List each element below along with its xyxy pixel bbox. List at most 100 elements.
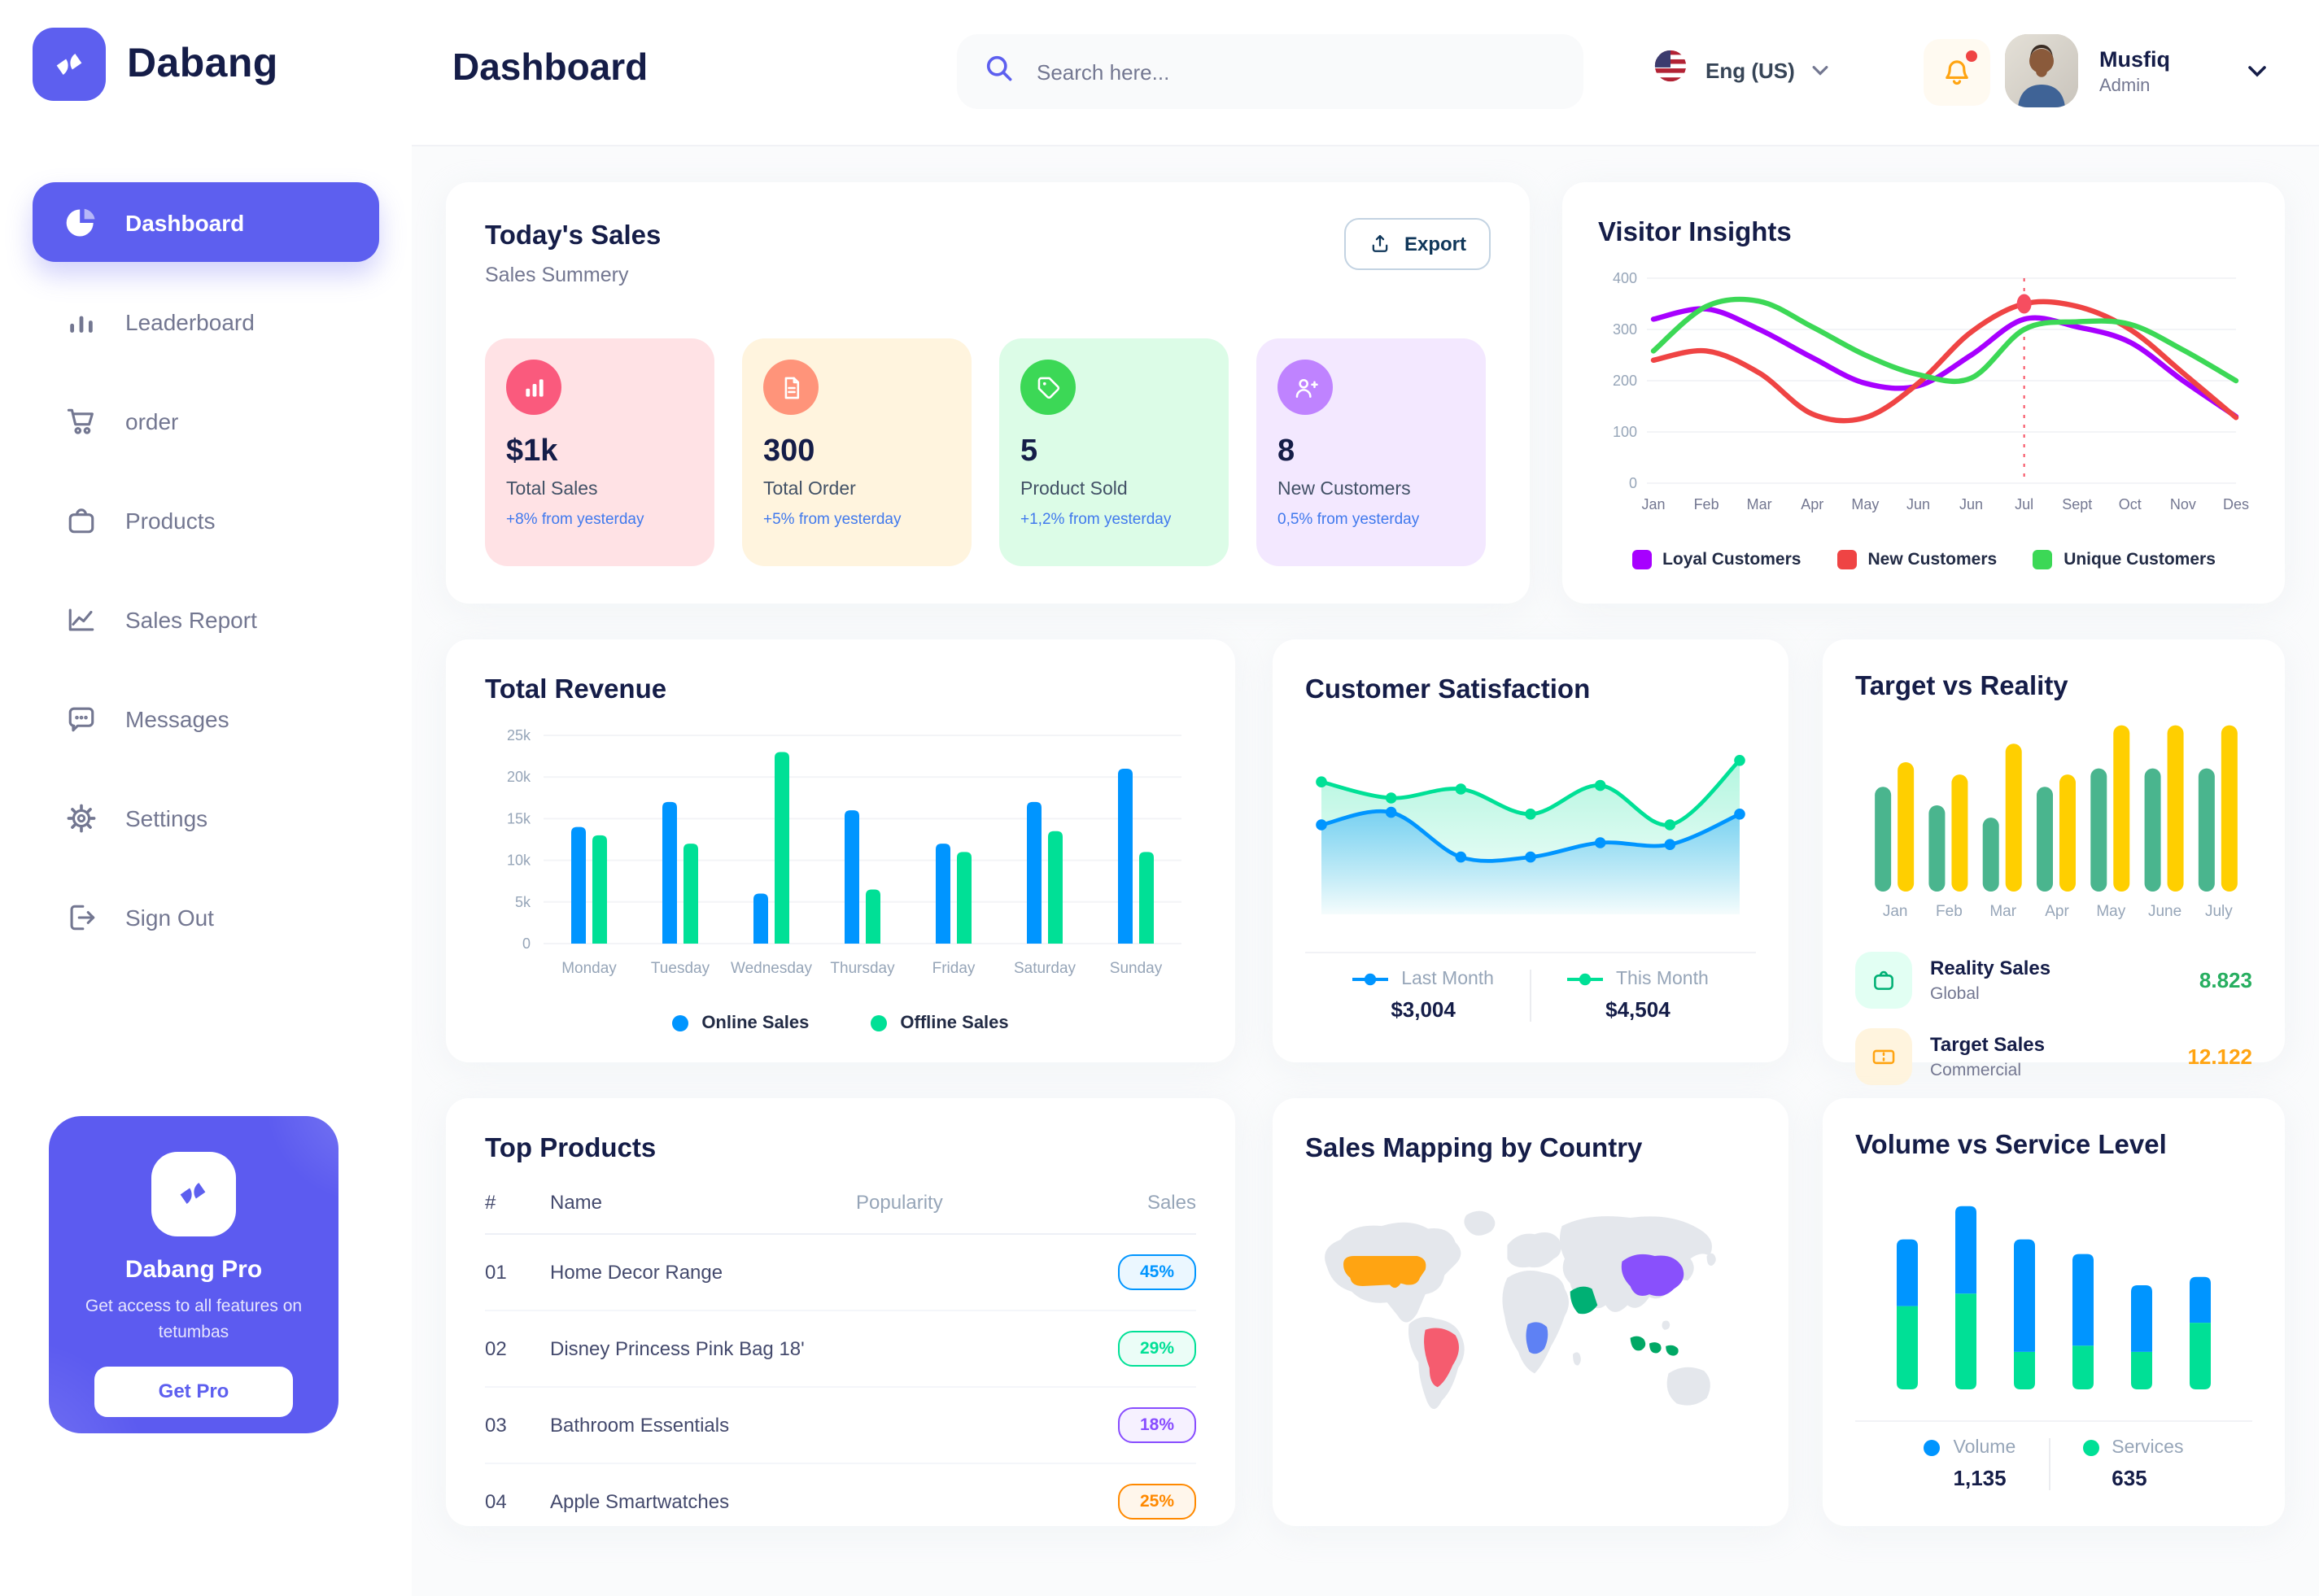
sidebar-item-products[interactable]: Products	[33, 480, 379, 560]
visitor-insights-chart: 0 100 200 300 400 Jan Feb Mar Apr May Jun Jun Jul Sep…	[1598, 259, 2249, 540]
table-row: 02 Disney Princess Pink Bag 18' 29%	[485, 1311, 1196, 1388]
sign-out-icon	[62, 898, 99, 935]
sidebar-item-label: Sales Report	[125, 606, 257, 632]
bag-icon	[62, 501, 99, 539]
legend-swatch	[1631, 550, 1652, 569]
stat-label: New Customers	[1277, 480, 1411, 499]
sales-badge: 29%	[1118, 1331, 1196, 1367]
visitor-insights-title: Visitor Insights	[1598, 218, 1792, 247]
sales-map-title: Sales Mapping by Country	[1305, 1134, 1643, 1163]
world-map	[1305, 1184, 1756, 1464]
svg-text:Tuesday: Tuesday	[651, 960, 710, 977]
visitor-insights-legend: Loyal Customers New Customers Unique Cus…	[1598, 550, 2249, 569]
volume-service-card: Volume vs Service Level Volume 1,135 Ser…	[1823, 1098, 2285, 1526]
svg-text:Jun: Jun	[1959, 496, 1983, 512]
svg-text:Nov: Nov	[2170, 496, 2196, 512]
sidebar-item-settings[interactable]: Settings	[33, 778, 379, 857]
services-total: 635	[2112, 1466, 2147, 1490]
export-button[interactable]: Export	[1343, 218, 1491, 270]
divider	[1855, 1420, 2252, 1422]
sidebar-item-label: Leaderboard	[125, 308, 255, 334]
price-tag-icon	[1020, 360, 1076, 415]
map-region-brazil	[1424, 1328, 1459, 1388]
bell-icon	[1946, 60, 1968, 85]
sidebar-item-dashboard[interactable]: Dashboard	[33, 182, 379, 262]
svg-text:July: July	[2205, 903, 2233, 920]
get-pro-button[interactable]: Get Pro	[94, 1366, 293, 1416]
sidebar-item-sign-out[interactable]: Sign Out	[33, 877, 379, 957]
divider	[1305, 952, 1756, 953]
svg-text:Jan: Jan	[1641, 496, 1665, 512]
notification-dot	[1966, 50, 1977, 62]
target-vs-reality-card: Target vs Reality Jan Feb Mar Apr May June Jul…	[1823, 639, 2285, 1085]
svg-text:June: June	[2148, 903, 2181, 920]
dabang-pro-logo-icon	[151, 1152, 236, 1236]
stat-card-total-order: 300 Total Order +5% from yesterday	[742, 338, 972, 566]
stat-value: $1k	[506, 434, 558, 469]
sidebar-item-sales-report[interactable]: Sales Report	[33, 579, 379, 659]
user-profile[interactable]: Musfiq Admin	[2005, 34, 2266, 107]
volume-service-chart	[1855, 1171, 2252, 1407]
search-input[interactable]	[1033, 58, 1557, 85]
stat-delta: 0,5% from yesterday	[1277, 511, 1420, 529]
user-role: Admin	[2099, 76, 2151, 96]
language-selector[interactable]: Eng (US)	[1652, 47, 1829, 93]
receipt-icon	[763, 360, 819, 415]
language-label: Eng (US)	[1705, 58, 1795, 82]
stat-label: Total Order	[763, 480, 856, 499]
legend-dot	[2082, 1440, 2099, 1456]
reality-sales-value: 8.823	[2199, 968, 2252, 992]
legend-dot	[672, 1015, 689, 1031]
svg-text:0: 0	[522, 935, 531, 952]
sidebar-item-label: Sign Out	[125, 904, 214, 930]
page-title: Dashboard	[452, 46, 649, 88]
stat-value: 8	[1277, 434, 1295, 469]
sales-badge: 18%	[1118, 1407, 1196, 1443]
svg-text:Thursday: Thursday	[830, 960, 895, 977]
user-name: Musfiq	[2099, 47, 2170, 72]
svg-text:Jun: Jun	[1906, 496, 1930, 512]
sidebar-item-label: order	[125, 408, 179, 434]
visitor-insights-card: Visitor Insights 0 100 200 300 400 Jan Feb Mar A…	[1562, 182, 2285, 604]
svg-text:Des: Des	[2223, 496, 2249, 512]
chevron-down-icon	[2247, 65, 2265, 76]
svg-text:300: 300	[1613, 321, 1637, 338]
legend-dot	[1924, 1440, 1941, 1456]
customer-satisfaction-title: Customer Satisfaction	[1305, 675, 1591, 704]
sidebar-item-order[interactable]: order	[33, 381, 379, 460]
reality-sales-legend-row: Reality Sales Global 8.823	[1855, 952, 2252, 1009]
stat-card-total-sales: $1k Total Sales +8% from yesterday	[485, 338, 714, 566]
stat-delta: +8% from yesterday	[506, 511, 644, 529]
notifications-button[interactable]	[1924, 39, 1990, 106]
customer-satisfaction-chart	[1305, 719, 1756, 935]
svg-text:200: 200	[1613, 373, 1637, 389]
add-user-icon	[1277, 360, 1333, 415]
sidebar: Dabang Dashboard Leaderboard order	[0, 0, 412, 1594]
svg-text:Saturday: Saturday	[1014, 960, 1077, 977]
total-revenue-title: Total Revenue	[485, 675, 667, 704]
volume-total: 1,135	[1953, 1466, 2007, 1490]
svg-text:Mar: Mar	[1747, 496, 1772, 512]
stat-card-product-sold: 5 Product Sold +1,2% from yesterday	[999, 338, 1229, 566]
legend-dot	[871, 1015, 888, 1031]
top-products-card: Top Products # Name Popularity Sales 01 …	[446, 1098, 1235, 1526]
top-products-table: # Name Popularity Sales 01 Home Decor Ra…	[485, 1191, 1196, 1539]
sidebar-item-messages[interactable]: Messages	[33, 678, 379, 758]
svg-text:100: 100	[1613, 424, 1637, 440]
svg-text:Feb: Feb	[1936, 903, 1963, 920]
last-month-total: $3,004	[1391, 997, 1456, 1022]
target-sales-legend-row: Target Sales Commercial 12.122	[1855, 1028, 2252, 1085]
app-name: Dabang	[127, 41, 278, 86]
customer-satisfaction-card: Customer Satisfaction Last Month $3,004 …	[1273, 639, 1788, 1062]
main-content: Today's Sales Sales Summery Export $1k T…	[412, 145, 2319, 1596]
top-header: Dashboard Eng (US) Musfiq Admin	[412, 0, 2319, 145]
svg-text:Jul: Jul	[2015, 496, 2033, 512]
table-row: 04 Apple Smartwatches 25%	[485, 1464, 1196, 1539]
table-row: 03 Bathroom Essentials 18%	[485, 1388, 1196, 1464]
sidebar-item-leaderboard[interactable]: Leaderboard	[33, 281, 379, 361]
sales-badge: 25%	[1118, 1484, 1196, 1520]
sidebar-item-label: Products	[125, 507, 216, 533]
svg-text:Mar: Mar	[1989, 903, 2016, 920]
svg-text:Monday: Monday	[561, 960, 617, 977]
legend-swatch	[1836, 550, 1857, 569]
